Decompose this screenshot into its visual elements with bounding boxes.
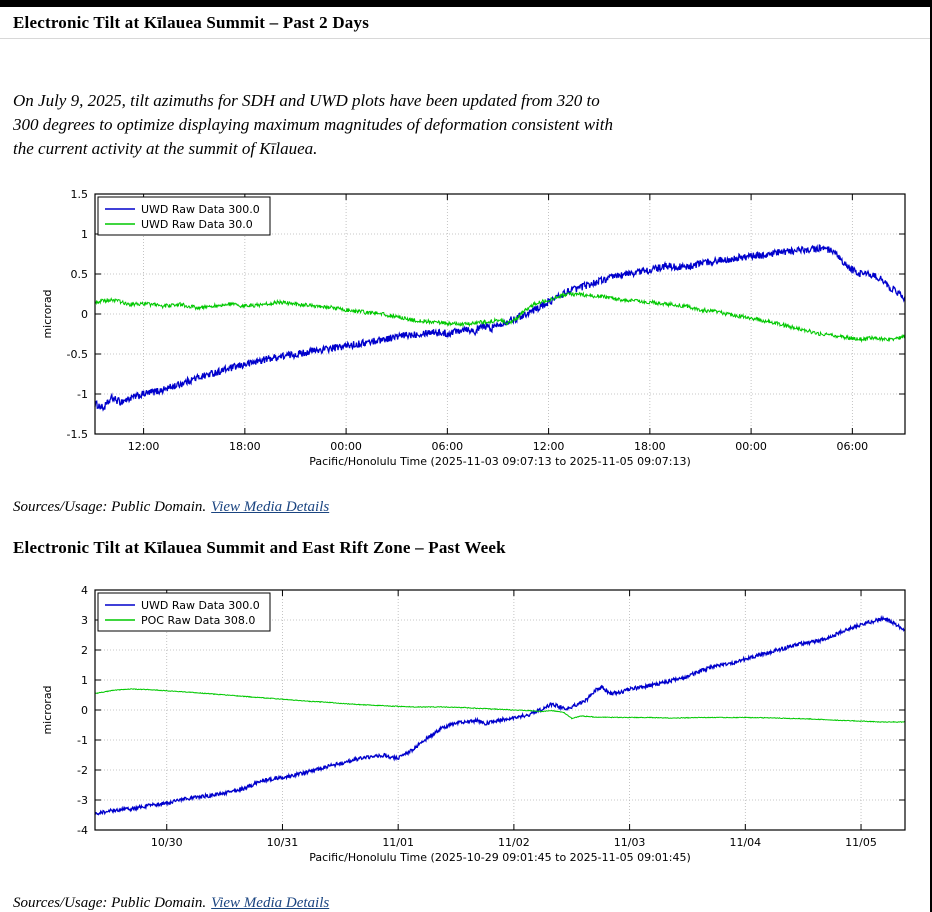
y-tick-label: -1.5 (67, 428, 88, 441)
y-tick-label: -4 (77, 824, 88, 837)
y-tick-label: 0 (81, 704, 88, 717)
chart-legend (97, 592, 271, 632)
section-title-past-week: Electronic Tilt at Kīlauea Summit and Ea… (13, 538, 506, 557)
series-line-1 (94, 688, 906, 723)
x-tick-label: 00:00 (735, 440, 767, 453)
y-tick-label: 0.5 (71, 268, 89, 281)
sources-usage-text: Sources/Usage: Public Domain. (13, 895, 207, 911)
chart-svg: 10/30 10/31 11/01 11/02 11/03 11/04 11/05 -4 -3 -… (41, 584, 906, 864)
y-tick-label: -3 (77, 794, 88, 807)
x-tick-label: 10/30 (151, 836, 183, 849)
page-title: Electronic Tilt at Kīlauea Summit – Past… (13, 13, 370, 32)
y-tick-label: 1 (81, 228, 88, 241)
series-line-1 (94, 291, 906, 343)
x-axis-label: Pacific/Honolulu Time (2025-10-29 09:01:… (309, 851, 691, 864)
y-tick-label: 2 (81, 644, 88, 657)
y-tick-label: -1 (77, 734, 88, 747)
y-axis-label: microrad (41, 289, 54, 338)
media-caption-past-2-days: Sources/Usage: Public Domain. View Media … (13, 499, 917, 516)
series-line-0 (94, 614, 906, 816)
x-tick-label: 06:00 (836, 440, 868, 453)
x-tick-label: 00:00 (330, 440, 362, 453)
y-axis-label: microrad (41, 685, 54, 734)
legend-entry-label: UWD Raw Data 30.0 (141, 218, 253, 231)
page-header: Electronic Tilt at Kīlauea Summit – Past… (0, 7, 930, 39)
y-tick-label: -0.5 (67, 348, 88, 361)
media-caption-past-week: Sources/Usage: Public Domain. View Media … (13, 895, 917, 912)
x-tick-label: 12:00 (533, 440, 565, 453)
chart-legend (97, 196, 271, 236)
tilt-chart-past-2-days: 12:00 18:00 00:00 06:00 12:00 18:00 00:00 06:00… (38, 186, 930, 471)
legend-entry-label: POC Raw Data 308.0 (141, 614, 255, 627)
y-tick-label: 4 (81, 584, 88, 597)
x-tick-label: 18:00 (229, 440, 261, 453)
x-tick-label: 12:00 (128, 440, 160, 453)
x-tick-label: 11/02 (498, 836, 530, 849)
tilt-chart-past-week: 10/30 10/31 11/01 11/02 11/03 11/04 11/05 -4 -3 -… (38, 582, 930, 867)
y-tick-label: -2 (77, 764, 88, 777)
x-tick-label: 11/05 (845, 836, 877, 849)
x-tick-label: 06:00 (431, 440, 463, 453)
y-tick-label: 0 (81, 308, 88, 321)
y-tick-label: 1.5 (71, 188, 89, 201)
y-tick-label: 1 (81, 674, 88, 687)
series-line-0 (94, 244, 906, 412)
x-tick-label: 11/04 (729, 836, 761, 849)
chart-svg: 12:00 18:00 00:00 06:00 12:00 18:00 00:00 06:00… (41, 188, 906, 468)
legend-entry-label: UWD Raw Data 300.0 (141, 203, 260, 216)
view-media-details-link[interactable]: View Media Details (211, 499, 330, 515)
x-axis-label: Pacific/Honolulu Time (2025-11-03 09:07:… (309, 455, 691, 468)
sources-usage-text: Sources/Usage: Public Domain. (13, 499, 207, 515)
y-tick-label: 3 (81, 614, 88, 627)
y-tick-label: -1 (77, 388, 88, 401)
notice-paragraph: On July 9, 2025, tilt azimuths for SDH a… (13, 91, 613, 158)
x-tick-label: 10/31 (267, 836, 299, 849)
x-tick-label: 18:00 (634, 440, 666, 453)
x-tick-label: 11/01 (382, 836, 414, 849)
x-tick-label: 11/03 (614, 836, 646, 849)
legend-entry-label: UWD Raw Data 300.0 (141, 599, 260, 612)
view-media-details-link[interactable]: View Media Details (211, 895, 330, 911)
